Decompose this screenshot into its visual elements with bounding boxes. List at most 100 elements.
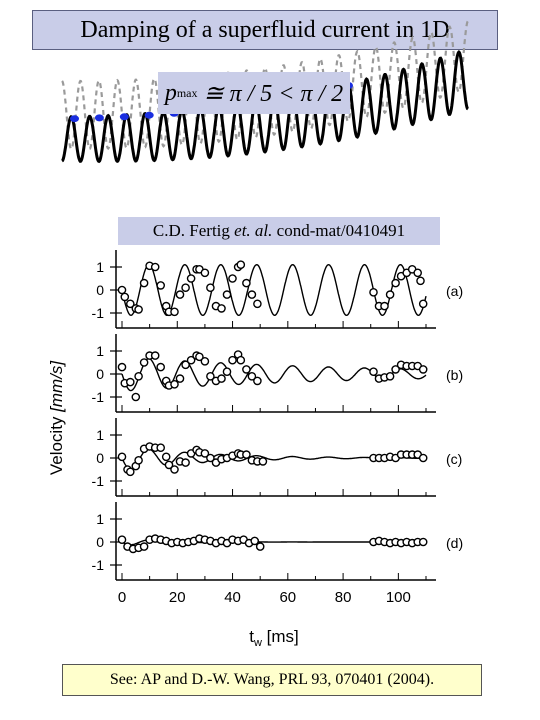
y-tick-label: 1 bbox=[96, 259, 104, 275]
y-tick-label: 0 bbox=[96, 450, 104, 466]
data-point bbox=[156, 281, 165, 290]
data-point bbox=[369, 288, 378, 297]
y-tick-label: 1 bbox=[96, 343, 104, 359]
data-point bbox=[369, 367, 378, 376]
blue-dot bbox=[119, 113, 129, 121]
x-axis-label: tw [ms] bbox=[249, 627, 299, 649]
data-point bbox=[175, 290, 185, 299]
data-point bbox=[181, 458, 190, 467]
x-axis-label-sub: w bbox=[253, 637, 262, 649]
y-tick-label: 0 bbox=[96, 282, 104, 298]
data-point bbox=[200, 449, 210, 458]
data-point bbox=[228, 274, 237, 283]
data-point bbox=[242, 365, 251, 374]
data-point bbox=[150, 351, 160, 360]
y-tick-label: -1 bbox=[92, 473, 105, 489]
data-point bbox=[186, 355, 196, 365]
data-point bbox=[181, 360, 190, 370]
pmax-formula: p max ≅ π / 5 < π / 2 bbox=[158, 72, 350, 114]
blue-dot bbox=[70, 115, 79, 123]
slide-title: Damping of a superfluid current in 1D bbox=[32, 10, 498, 50]
data-point bbox=[413, 268, 423, 278]
data-point bbox=[222, 367, 232, 376]
data-point bbox=[391, 365, 400, 374]
panel-3: 1 0 -1 (d) bbox=[92, 502, 463, 581]
y-tick-label: -1 bbox=[92, 389, 105, 405]
data-point bbox=[391, 278, 400, 288]
data-point bbox=[150, 262, 160, 272]
panel-label: (c) bbox=[446, 451, 462, 467]
data-point bbox=[139, 542, 149, 551]
data-point bbox=[206, 283, 215, 293]
y-tick-label: 0 bbox=[96, 366, 104, 382]
data-point bbox=[418, 537, 428, 547]
data-point bbox=[253, 376, 262, 386]
data-point bbox=[200, 357, 210, 366]
panel-0: 1 0 -1 (a) bbox=[92, 250, 463, 329]
data-point bbox=[139, 358, 149, 367]
data-point bbox=[206, 371, 215, 381]
data-point bbox=[217, 304, 226, 313]
data-point bbox=[170, 307, 179, 317]
panel-label: (d) bbox=[446, 535, 463, 551]
data-point bbox=[134, 371, 143, 381]
data-point bbox=[247, 290, 257, 299]
formula-subscript: max bbox=[176, 85, 198, 100]
citation-box: C.D. Fertig et. al. cond-mat/0410491 bbox=[118, 217, 440, 245]
data-point bbox=[117, 362, 127, 372]
x-tick-label: 100 bbox=[386, 589, 411, 606]
data-point bbox=[170, 465, 179, 474]
data-point bbox=[250, 536, 259, 546]
data-point bbox=[164, 460, 174, 470]
data-point bbox=[170, 379, 179, 389]
y-tick-label: 1 bbox=[96, 427, 104, 443]
x-axis-label-unit: [ms] bbox=[262, 627, 299, 646]
data-point bbox=[242, 450, 251, 459]
data-point bbox=[175, 374, 185, 383]
data-point bbox=[117, 535, 127, 545]
data-point bbox=[126, 377, 135, 387]
data-point bbox=[380, 301, 389, 311]
y-tick-label: -1 bbox=[92, 305, 105, 321]
data-point bbox=[385, 290, 395, 299]
data-point bbox=[222, 290, 232, 299]
data-point bbox=[206, 453, 215, 463]
panel-label: (b) bbox=[446, 367, 463, 383]
blue-dot bbox=[94, 114, 104, 122]
blue-dot bbox=[144, 111, 154, 119]
solid-wave bbox=[61, 49, 469, 164]
y-axis-label-unit: [mm/s] bbox=[47, 360, 66, 413]
data-point bbox=[247, 371, 257, 381]
x-tick-label: 40 bbox=[224, 589, 241, 606]
data-point bbox=[186, 274, 196, 283]
x-tick-label: 20 bbox=[169, 589, 186, 606]
data-point bbox=[217, 374, 226, 383]
data-point bbox=[258, 457, 268, 466]
formula-symbol: p bbox=[164, 79, 177, 106]
reference-box: See: AP and D.-W. Wang, PRL 93, 070401 (… bbox=[62, 664, 482, 696]
data-point bbox=[117, 285, 127, 295]
data-point bbox=[156, 362, 165, 372]
citation-ref: cond-mat/0410491 bbox=[276, 221, 406, 240]
data-point bbox=[195, 352, 204, 362]
data-point bbox=[236, 260, 246, 270]
data-point bbox=[418, 299, 428, 309]
fit-curve bbox=[121, 263, 427, 317]
data-point bbox=[139, 278, 149, 288]
data-point bbox=[120, 292, 130, 302]
data-point bbox=[117, 452, 127, 462]
data-point bbox=[253, 299, 262, 309]
y-tick-label: 1 bbox=[96, 511, 104, 527]
panel-1: 1 0 -1 (b) bbox=[92, 334, 463, 413]
x-axis-label-main: t bbox=[249, 627, 254, 646]
data-point bbox=[200, 268, 210, 278]
x-tick-label: 0 bbox=[118, 589, 126, 606]
data-point bbox=[242, 278, 251, 288]
panel-label: (a) bbox=[446, 283, 463, 299]
data-point bbox=[418, 365, 428, 374]
data-point bbox=[236, 355, 246, 365]
y-axis-label: Velocity [mm/s] bbox=[47, 360, 66, 476]
data-point bbox=[156, 443, 165, 452]
data-point bbox=[134, 305, 143, 314]
data-point bbox=[131, 392, 141, 402]
